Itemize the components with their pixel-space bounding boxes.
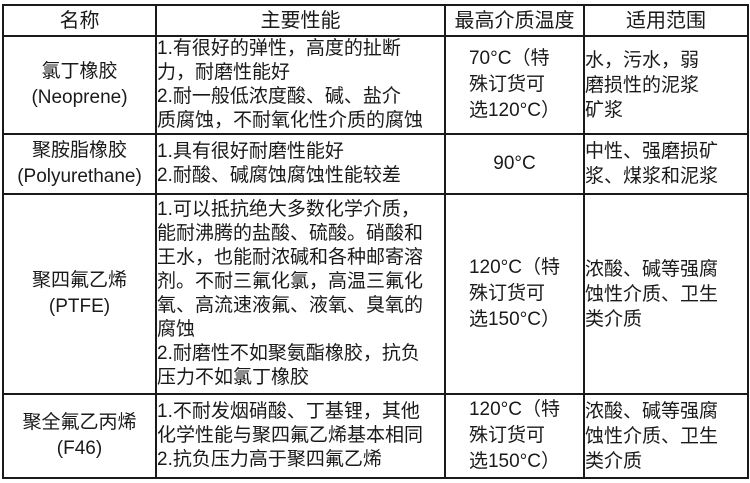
material-max-temp: 90°C [444, 133, 585, 195]
material-application: 浓酸、碱等强腐 蚀性介质、卫生 类介质 [583, 393, 749, 479]
header-name: 名称 [2, 4, 157, 37]
max-temp-text: 120°C（特 殊订货可 选150°C） [468, 399, 561, 472]
header-max-temp: 最高介质温度 [444, 4, 585, 37]
material-max-temp: 120°C（特 殊订货可 选150°C） [444, 193, 585, 395]
material-max-temp: 120°C（特 殊订货可 选150°C） [444, 393, 585, 479]
table-row-f46: 聚全氟乙丙烯 (F46) 1.不耐发烟硝酸、丁基锂，其他 化学性能与聚四氟乙烯基… [2, 393, 749, 479]
material-application: 中性、强磨损矿 浆、煤浆和泥浆 [583, 133, 749, 195]
header-performance: 主要性能 [155, 4, 446, 37]
material-performance: 1.不耐发烟硝酸、丁基锂，其他 化学性能与聚四氟乙烯基本相同 2.抗负压力高于聚… [155, 393, 446, 479]
material-name: 聚全氟乙丙烯 (F46) [2, 393, 157, 479]
max-temp-text: 70°C（特 殊订货可 选120°C） [468, 48, 561, 121]
table-row-neoprene: 氯丁橡胶 (Neoprene) 1.有很好的弹性，高度的扯断 力，耐磨性能好 2… [2, 35, 749, 135]
material-application: 浓酸、碱等强腐 蚀性介质、卫生 类介质 [583, 193, 749, 395]
material-name: 聚四氟乙烯 (PTFE) [2, 193, 157, 395]
max-temp-text: 90°C [493, 153, 536, 174]
material-application: 水，污水，弱 磨损性的泥浆 矿浆 [583, 35, 749, 135]
table-row-polyurethane: 聚胺脂橡胶 (Polyurethane) 1.具有很好耐磨性能好 2.耐酸、碱腐… [2, 133, 749, 195]
material-name: 聚胺脂橡胶 (Polyurethane) [2, 133, 157, 195]
max-temp-text: 120°C（特 殊订货可 选150°C） [468, 257, 561, 330]
header-row: 名称 主要性能 最高介质温度 适用范围 [2, 4, 749, 37]
materials-table: 名称 主要性能 最高介质温度 适用范围 氯丁橡胶 (Neoprene) 1.有很… [2, 4, 749, 479]
material-name: 氯丁橡胶 (Neoprene) [2, 35, 157, 135]
material-performance: 1.有很好的弹性，高度的扯断 力，耐磨性能好 2.耐一般低浓度酸、碱、盐介 质腐… [155, 35, 446, 135]
header-application: 适用范围 [583, 4, 749, 37]
material-performance: 1.具有很好耐磨性能好 2.耐酸、碱腐蚀腐蚀性能较差 [155, 133, 446, 195]
table-row-ptfe: 聚四氟乙烯 (PTFE) 1.可以抵抗绝大多数化学介质， 能耐沸腾的盐酸、硫酸。… [2, 193, 749, 395]
material-performance: 1.可以抵抗绝大多数化学介质， 能耐沸腾的盐酸、硫酸。硝酸和 王水，也能耐浓碱和… [155, 193, 446, 395]
material-max-temp: 70°C（特 殊订货可 选120°C） [444, 35, 585, 135]
